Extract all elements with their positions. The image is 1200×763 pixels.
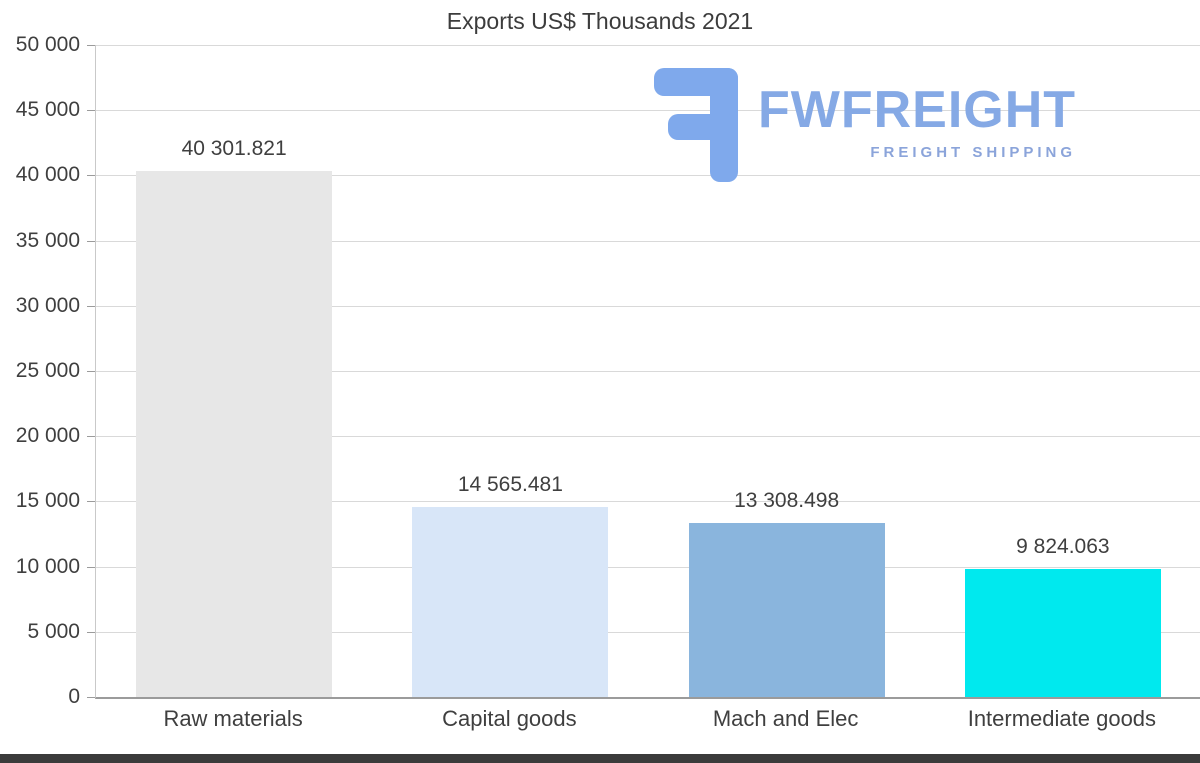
y-axis-tick-mark: [87, 45, 95, 46]
gridline: [96, 566, 1200, 568]
y-axis-tick-mark: [87, 110, 95, 112]
y-axis-tick-label: 5 000: [27, 619, 80, 643]
y-axis-tick-mark: [87, 631, 95, 633]
y-axis-tick-label: 50 000: [15, 33, 80, 56]
y-axis-tick-mark: [87, 436, 95, 438]
gridline: [96, 631, 1200, 633]
x-axis-category-label: Raw materials: [163, 706, 303, 731]
y-axis-tick-mark: [87, 240, 95, 242]
gridline: [96, 175, 1200, 177]
gridline: [96, 501, 1200, 503]
gridline: [96, 371, 1200, 372]
gridline: [96, 240, 1200, 242]
gridline: [96, 45, 1200, 46]
y-axis-tick-label: 15 000: [15, 489, 80, 513]
bar-raw-materials: [136, 171, 333, 697]
y-axis-tick-mark: [87, 501, 95, 503]
y-axis-tick-label: 25 000: [15, 359, 80, 382]
y-axis-tick-label: 30 000: [15, 293, 80, 317]
x-axis-category-label: Mach and Elec: [712, 706, 859, 731]
y-axis-tick-mark: [87, 305, 95, 307]
gridline: [96, 110, 1200, 112]
watermark-tagline: FREIGHT SHIPPING: [870, 144, 1077, 161]
x-axis-category-label: Intermediate goods: [967, 706, 1157, 731]
y-axis-tick-mark: [87, 697, 95, 698]
bar-value-label: 14 565.481: [457, 473, 563, 497]
y-axis-tick-label: 0: [68, 685, 80, 708]
watermark-text: FWFREIGHT FREIGHT SHIPPING: [758, 84, 1076, 161]
bar-value-label: 40 301.821: [181, 137, 287, 161]
bottom-strip: [0, 754, 1200, 763]
watermark: FWFREIGHT FREIGHT SHIPPING: [648, 66, 1076, 184]
chart-title: Exports US$ Thousands 2021: [446, 8, 754, 34]
y-axis-tick-label: 35 000: [15, 228, 80, 252]
bar-mach-and-elec: [688, 523, 885, 697]
x-axis-category-label: Capital goods: [442, 706, 577, 731]
y-axis-tick-mark: [87, 175, 95, 177]
gridline: [96, 305, 1200, 307]
bar-intermediate-goods: [964, 568, 1161, 697]
gridline: [96, 436, 1200, 438]
y-axis-tick-label: 10 000: [15, 554, 80, 578]
bar-capital-goods: [412, 507, 609, 697]
y-axis-tick-mark: [87, 566, 95, 568]
y-axis-tick-label: 20 000: [15, 424, 80, 448]
y-axis-tick-label: 40 000: [15, 163, 80, 187]
y-axis-tick-label: 45 000: [15, 98, 80, 122]
y-axis-tick-mark: [87, 371, 95, 372]
bar-value-label: 13 308.498: [734, 489, 840, 513]
bar-value-label: 9 824.063: [1016, 534, 1110, 558]
fwfreight-logo-icon: [654, 68, 738, 182]
watermark-brand: FWFREIGHT: [758, 81, 1077, 139]
plot-area: 40 301.821 14 565.481 13 308.498 9 824.063: [95, 45, 1200, 699]
